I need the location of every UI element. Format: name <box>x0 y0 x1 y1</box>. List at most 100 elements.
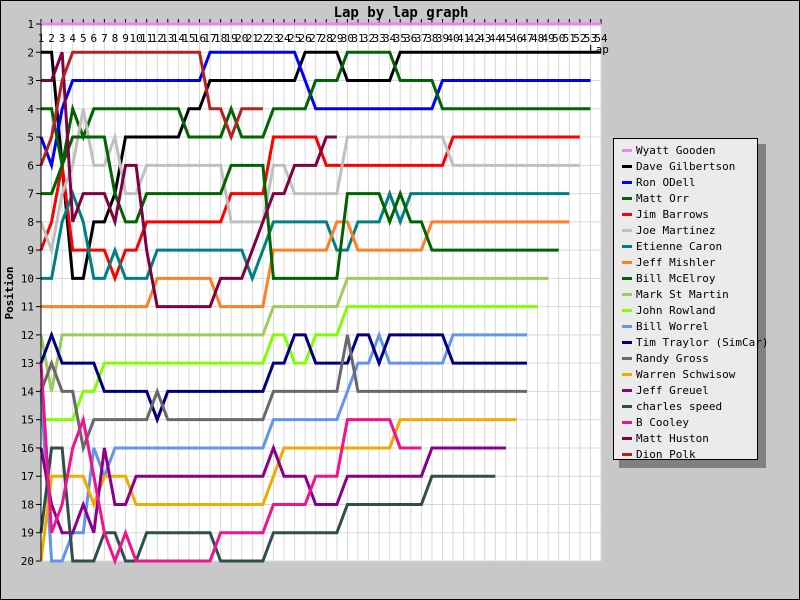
legend-swatch <box>622 196 632 200</box>
y-tick-label: 20 <box>21 555 34 568</box>
x-tick-label: 40 <box>446 32 459 45</box>
series-line-dion-polk <box>39 50 263 166</box>
y-tick-label: 12 <box>21 329 34 342</box>
legend-label: Ron ODell <box>636 175 696 189</box>
series-line-etienne-caron <box>41 189 570 283</box>
legend-swatch <box>622 276 632 280</box>
legend-swatch <box>622 356 632 360</box>
legend-label: Matt Orr <box>636 191 689 205</box>
x-tick-label: 31 <box>351 32 364 45</box>
series-line-matt-orr <box>41 50 591 166</box>
legend-item: Jeff Mishler <box>622 254 757 270</box>
x-tick-label: 33 <box>372 32 385 45</box>
x-tick-label: 21 <box>246 32 259 45</box>
legend-label: Jeff Mishler <box>636 255 716 269</box>
legend-swatch <box>622 212 632 216</box>
x-tick-label: 5 <box>80 32 87 45</box>
x-tick-label: 52 <box>573 32 586 45</box>
x-tick-label: 15 <box>182 32 195 45</box>
y-tick-label: 11 <box>21 301 34 314</box>
y-tick-label: 1 <box>27 18 34 31</box>
legend-label: Matt Huston <box>636 431 709 445</box>
series-line-b-cooley <box>39 363 422 566</box>
x-tick-label: 18 <box>214 32 227 45</box>
series-line-tim-traylor-simcar <box>39 330 528 424</box>
x-tick-label: 11 <box>140 32 153 45</box>
x-tick-label: 27 <box>309 32 322 45</box>
legend-swatch <box>622 340 632 344</box>
y-tick-label: 18 <box>21 498 34 511</box>
series-line-jim-barrows <box>39 135 580 283</box>
legend-item: Ron ODell <box>622 174 757 190</box>
legend-label: Etienne Caron <box>636 239 723 253</box>
legend-swatch <box>622 436 632 440</box>
series-line-randy-gross <box>39 334 528 454</box>
legend-item: B Cooley <box>622 414 757 430</box>
legend-swatch <box>622 420 632 424</box>
legend-item: Wyatt Gooden <box>622 142 757 158</box>
legend-swatch <box>622 244 632 248</box>
x-tick-label: 46 <box>510 32 523 45</box>
series-line-mark-st-martin <box>39 276 549 392</box>
legend-label: Jeff Greuel <box>636 383 709 397</box>
y-tick-label: 19 <box>21 527 34 540</box>
y-tick-label: 15 <box>21 414 34 427</box>
x-axis-label: Lap <box>589 43 609 56</box>
legend-label: Dion Polk <box>636 447 696 461</box>
x-tick-label: 50 <box>552 32 565 45</box>
x-tick-label: 41 <box>457 32 470 45</box>
legend-swatch <box>622 388 632 392</box>
legend: Wyatt Gooden Dave Gilbertson Ron ODell Matt… <box>613 138 768 462</box>
legend-swatch <box>622 324 632 328</box>
legend-item: Joe Martinez <box>622 222 757 238</box>
x-tick-label: 24 <box>277 32 291 45</box>
series-line-joe-martinez <box>39 108 580 256</box>
y-tick-label: 13 <box>21 357 34 370</box>
x-tick-label: 37 <box>415 32 428 45</box>
plot-area <box>41 24 601 561</box>
series-lines <box>39 22 601 566</box>
legend-label: Bill McElroy <box>636 271 716 285</box>
x-tick-label: 45 <box>499 32 512 45</box>
legend-item: Matt Huston <box>622 430 757 446</box>
y-tick-label: 6 <box>27 159 34 172</box>
legend-swatch <box>622 228 632 232</box>
x-tick-label: 12 <box>151 32 164 45</box>
x-tick-label: 54 <box>594 32 608 45</box>
y-tick-label: 10 <box>21 272 34 285</box>
x-tick-label: 39 <box>436 32 449 45</box>
y-tick-label: 14 <box>21 385 35 398</box>
y-tick-label: 17 <box>21 470 34 483</box>
x-tick-label: 53 <box>584 32 597 45</box>
x-tick-label: 23 <box>267 32 280 45</box>
x-tick-label: 36 <box>404 32 417 45</box>
y-tick-label: 5 <box>27 131 34 144</box>
legend-item: Dion Polk <box>622 446 757 462</box>
x-tick-label: 16 <box>193 32 206 45</box>
legend-swatch <box>622 180 632 184</box>
series-line-jeff-mishler <box>41 220 570 309</box>
y-tick-label: 16 <box>21 442 34 455</box>
legend-swatch <box>622 164 632 168</box>
x-tick-label: 13 <box>161 32 174 45</box>
legend-label: Wyatt Gooden <box>636 143 716 157</box>
legend-swatch <box>622 452 632 456</box>
legend-item: Matt Orr <box>622 190 757 206</box>
legend-swatch <box>622 260 632 264</box>
y-tick-label: 7 <box>27 188 34 201</box>
series-line-matt-huston <box>41 51 337 309</box>
x-tick-label: 20 <box>235 32 248 45</box>
y-tick-label: 8 <box>27 216 34 229</box>
x-tick-label: 25 <box>288 32 301 45</box>
legend-item: Bill Worrel <box>622 318 757 334</box>
series-line-bill-mcelroy <box>41 135 559 280</box>
legend-label: charles speed <box>636 399 723 413</box>
legend-label: Joe Martinez <box>636 223 716 237</box>
legend-item: John Rowland <box>622 302 757 318</box>
x-tick-label: 49 <box>542 32 555 45</box>
legend-swatch <box>622 308 632 312</box>
x-tick-label: 17 <box>203 32 216 45</box>
x-tick-label: 30 <box>341 32 354 45</box>
